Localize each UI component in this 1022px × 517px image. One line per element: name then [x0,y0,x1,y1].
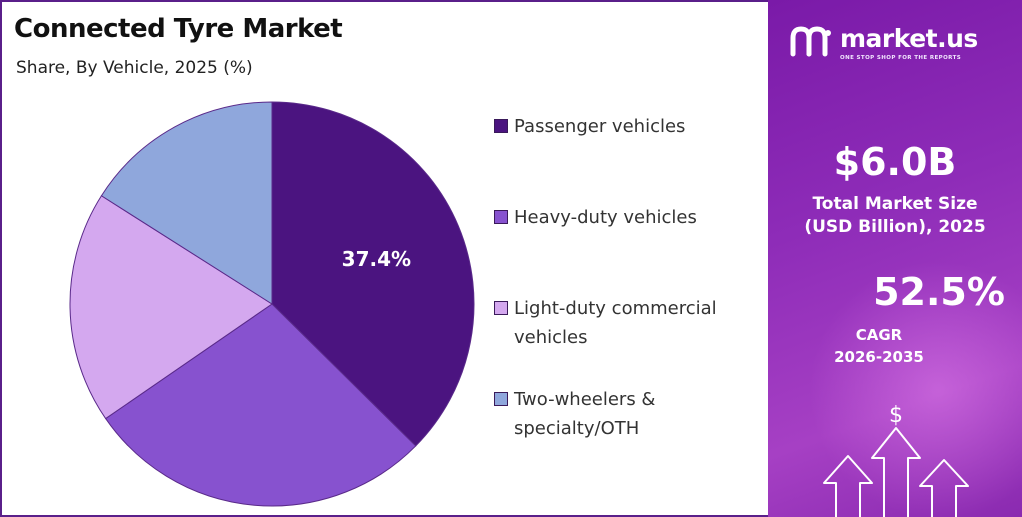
dollar-sign: $ [889,403,903,428]
pie-chart-svg: 37.4% [69,101,475,507]
legend-label-line: Two-wheelers & [514,389,656,410]
market-size-value: $6.0B [833,140,957,184]
brand-name: market.us [840,24,978,53]
legend-swatch [494,392,508,406]
brand-tagline: ONE STOP SHOP FOR THE REPORTS [840,55,962,61]
background-glow [808,260,1022,517]
brand: market.us ONE STOP SHOP FOR THE REPORTS [790,24,1010,68]
legend-label: Two-wheelers & specialty/OTH [514,385,764,443]
legend-label: Light-duty commercial vehicles [514,294,764,352]
legend-label-line: Heavy-duty vehicles [514,207,697,228]
market-size-label-unit: (USD Billion), 2025 [804,217,986,237]
legend-label-line: Passenger vehicles [514,116,686,137]
cagr-value: 52.5% [873,270,1005,314]
pie-slice-heavy-duty-vehicles [104,303,417,507]
cagr-period: 2026-2035 [834,348,924,366]
pie-slice-two-wheelers-specialty-oth [100,101,273,305]
chart-subtitle: Share, By Vehicle, 2025 (%) [16,58,253,78]
legend-label-line: Light-duty commercial [514,298,717,319]
legend-label: Passenger vehicles [514,112,764,141]
pie-slice-light-duty-commercial-vehicles [69,195,273,420]
market-us-logo-icon [790,26,831,57]
summary-panel: market.us ONE STOP SHOP FOR THE REPORTS … [768,0,1022,517]
legend-swatch [494,210,508,224]
cagr-label: CAGR [855,326,903,344]
pie-chart: 37.4% [62,94,482,514]
legend-label: Heavy-duty vehicles [514,203,764,232]
market-size-label: Total Market Size [812,194,978,214]
legend-swatch [494,119,508,133]
legend-swatch [494,301,508,315]
legend-label-line: specialty/OTH [514,418,640,439]
pie-slice-passenger-vehicles [271,101,475,447]
growth-arrows-icon: $ [823,403,969,517]
chart-title: Connected Tyre Market [14,14,343,44]
legend-label-line: vehicles [514,327,588,348]
pie-data-label: 37.4% [342,247,411,271]
chart-panel: Connected Tyre Market Share, By Vehicle,… [0,0,768,517]
